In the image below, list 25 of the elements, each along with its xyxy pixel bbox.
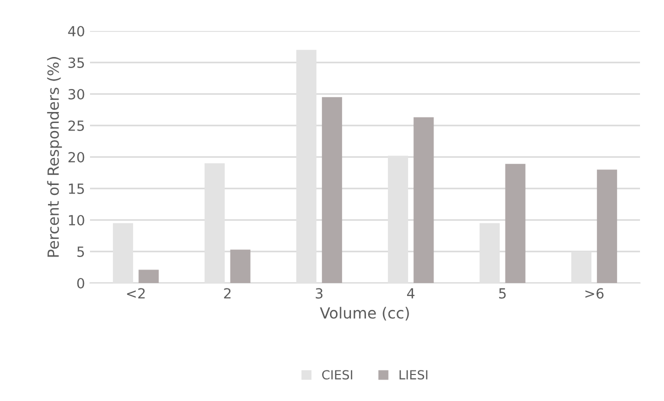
bar <box>596 170 618 283</box>
legend-label: LIESI <box>400 370 428 380</box>
y-tick-label: 15 <box>68 184 84 194</box>
y-tick-label: 10 <box>68 214 84 226</box>
bar <box>230 250 250 283</box>
y-tick-label: 0 <box>77 278 84 288</box>
x-tick-label: 3 <box>316 288 322 299</box>
x-tick-label: 2 <box>224 288 231 298</box>
y-tick-label: 25 <box>68 120 84 131</box>
bar <box>322 97 342 283</box>
y-tick-label: 5 <box>77 246 84 257</box>
x-axis-title: Volume (cc) <box>320 306 409 320</box>
y-axis-title: Percent of Responders (%) <box>47 57 62 257</box>
x-tick-label: 5 <box>499 288 506 299</box>
y-tick-label: 40 <box>68 26 84 36</box>
x-tick-label: 4 <box>407 288 414 298</box>
x-tick-label: <2 <box>127 288 145 298</box>
legend-label: CIESI <box>322 370 352 380</box>
x-tick-label: >6 <box>585 288 604 299</box>
bar <box>414 117 434 283</box>
y-tick-label: 30 <box>68 88 84 100</box>
y-tick-label: 20 <box>68 152 84 162</box>
bar <box>505 164 526 283</box>
y-tick-label: 35 <box>68 57 84 68</box>
bar <box>138 270 159 283</box>
